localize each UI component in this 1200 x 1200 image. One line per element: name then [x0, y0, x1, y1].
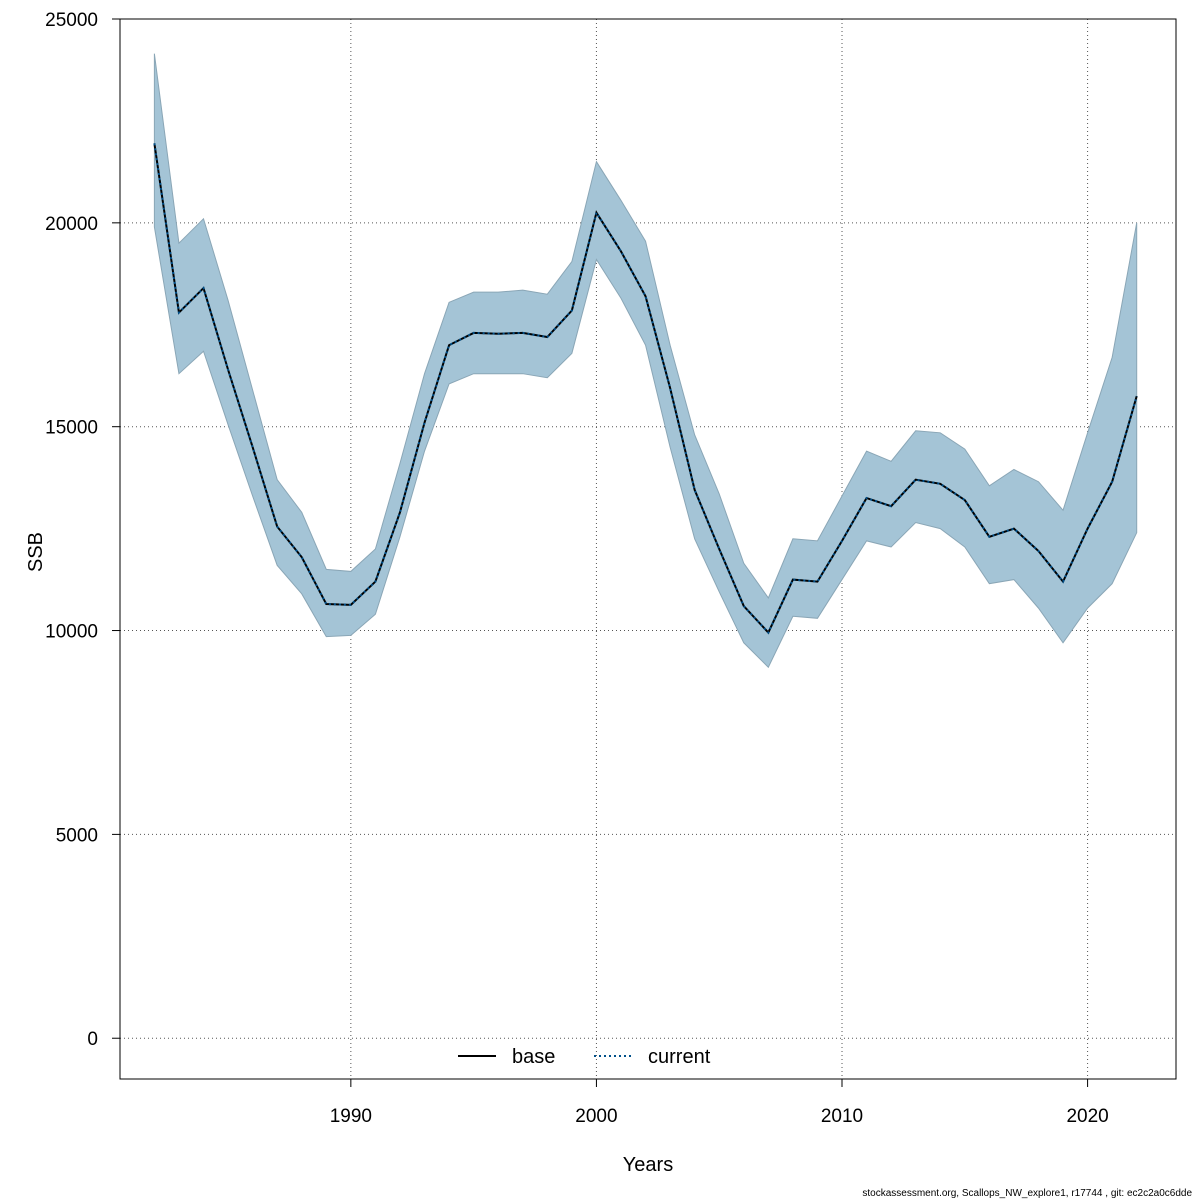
y-tick-label: 5000 — [56, 825, 98, 846]
x-tick-label: 1990 — [330, 1106, 372, 1127]
confidence-band — [153, 53, 1138, 669]
legend-base-label: base — [512, 1046, 555, 1068]
series-lines — [153, 143, 1138, 635]
y-axis-title: SSB — [25, 532, 47, 572]
x-tick-label: 2010 — [821, 1106, 863, 1127]
axes: 1990 2000 2010 2020 0 5000 10000 15000 20000 2500… — [45, 10, 1109, 1127]
plot-frame — [119, 18, 1177, 1080]
legend: base current — [458, 1046, 711, 1068]
x-tick-label: 2020 — [1066, 1106, 1108, 1127]
x-axis-title: Years — [623, 1154, 673, 1176]
footer-text: stockassessment.org, Scallops_NW_explore… — [862, 1188, 1192, 1199]
y-tick-label: 0 — [87, 1029, 98, 1050]
x-tick-label: 2000 — [575, 1106, 617, 1127]
y-tick-label: 10000 — [45, 622, 98, 643]
series-line-base — [153, 143, 1138, 635]
legend-current-label: current — [648, 1046, 711, 1068]
y-tick-label: 25000 — [45, 10, 98, 31]
y-tick-label: 15000 — [45, 418, 98, 439]
confidence-band-area — [153, 53, 1138, 669]
y-tick-label: 20000 — [45, 214, 98, 235]
